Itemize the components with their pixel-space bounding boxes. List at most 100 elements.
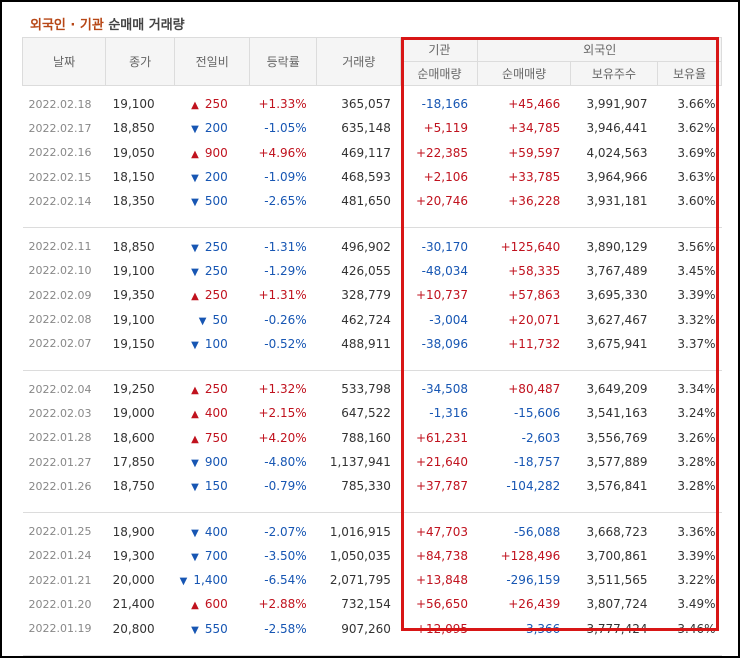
row-foreign-hold: 3,700,861 [586, 548, 648, 563]
row-volume: 785,330 [341, 479, 391, 494]
row-inst-net: +13,848 [415, 573, 468, 588]
row-foreign-net: -15,606 [513, 406, 561, 421]
change-value: 50 [212, 312, 228, 327]
row-change: ▼ 400 [175, 519, 250, 543]
row-foreign-net: +34,785 [508, 121, 561, 136]
table-header: 날짜 종가 전일비 등락률 거래량 기관 외국인 순매매량 순매매량 보유주수 … [21, 37, 722, 86]
up-triangle-icon: ▲ [191, 600, 199, 612]
title-institution: 기관 [79, 18, 104, 33]
row-change: ▼ 100 [175, 332, 250, 356]
row-volume: 907,260 [341, 621, 391, 636]
table-row: 2022.01.28 18,600 ▲ 750 +4.20% 788,160 +61,231… [23, 426, 722, 450]
row-date: 2022.01.20 [28, 597, 92, 611]
row-close: 19,100 [112, 263, 155, 278]
group-divider [22, 355, 722, 371]
row-date: 2022.02.08 [28, 313, 92, 327]
row-change: ▲ 600 [175, 592, 250, 616]
row-foreign-hold: 3,675,941 [586, 336, 648, 351]
row-foreign-net: +80,487 [508, 382, 561, 397]
row-foreign-net: +33,785 [508, 170, 561, 185]
title-foreign: 외국인 [30, 18, 66, 33]
row-date: 2022.02.04 [28, 382, 92, 396]
row-foreign-hold: 3,541,163 [586, 406, 648, 421]
header-rate[interactable]: 등락률 [249, 37, 318, 86]
row-date: 2022.01.19 [28, 622, 92, 636]
header-foreign-hold[interactable]: 보유주수 [569, 61, 659, 86]
header-foreign-net[interactable]: 순매매량 [477, 61, 571, 86]
table-row: 2022.01.27 17,850 ▼ 900 -4.80% 1,137,941 +21,6… [23, 450, 722, 474]
down-triangle-icon: ▼ [191, 173, 199, 185]
header-close[interactable]: 종가 [105, 37, 176, 86]
row-change: ▼ 700 [175, 544, 250, 568]
row-change: ▲ 750 [175, 426, 250, 450]
row-volume: 2,071,795 [329, 573, 391, 588]
row-foreign-hold: 3,576,841 [586, 479, 648, 494]
table-row: 2022.01.26 18,750 ▼ 150 -0.79% 785,330 +37,787… [23, 474, 722, 498]
row-rate: -4.80% [264, 455, 307, 469]
up-triangle-icon: ▲ [191, 100, 199, 112]
row-rate: +2.88% [258, 597, 307, 612]
down-triangle-icon: ▼ [191, 266, 199, 278]
row-foreign-net: +58,335 [508, 263, 561, 278]
row-volume: 462,724 [341, 312, 391, 327]
row-inst-net: -18,166 [421, 97, 468, 112]
row-inst-net: +21,640 [415, 455, 468, 469]
down-triangle-icon: ▼ [191, 458, 199, 469]
table-row: 2022.02.09 19,350 ▲ 250 +1.31% 328,779 +10,737… [23, 283, 722, 307]
row-close: 18,850 [112, 239, 155, 254]
row-inst-net: -3,004 [429, 312, 468, 327]
row-rate: -0.79% [264, 479, 307, 494]
header-foreign-ratio[interactable]: 보유율 [657, 61, 722, 86]
row-close: 18,750 [112, 479, 155, 494]
row-rate: +1.33% [258, 97, 307, 112]
row-close: 18,150 [112, 170, 155, 185]
table-row: 2022.01.19 20,800 ▼ 550 -2.58% 907,260 +12,095… [23, 617, 722, 641]
row-change: ▼ 200 [175, 116, 250, 140]
header-inst-net[interactable]: 순매매량 [400, 61, 479, 86]
row-change: ▲ 400 [175, 401, 250, 425]
row-inst-net: -30,170 [421, 239, 468, 254]
row-foreign-net: -296,159 [506, 573, 561, 588]
row-date: 2022.02.03 [28, 406, 92, 420]
row-change: ▲ 250 [175, 283, 250, 307]
row-inst-net: +12,095 [415, 621, 468, 636]
down-triangle-icon: ▼ [191, 527, 199, 539]
up-triangle-icon: ▲ [191, 433, 199, 445]
row-foreign-net: +26,439 [508, 597, 561, 612]
group-divider [22, 640, 722, 656]
row-rate: -1.09% [264, 170, 307, 185]
title-separator: · [65, 18, 80, 33]
header-volume[interactable]: 거래량 [316, 37, 402, 86]
row-rate: -2.58% [264, 621, 307, 636]
row-inst-net: -34,508 [421, 382, 468, 397]
down-triangle-icon: ▼ [198, 315, 207, 327]
row-date: 2022.02.09 [28, 288, 92, 302]
row-volume: 1,050,035 [329, 548, 391, 563]
trading-table: 날짜 종가 전일비 등락률 거래량 기관 외국인 순매매량 순매매량 보유주수 … [21, 37, 722, 656]
table-row: 2022.02.16 19,050 ▲ 900 +4.96% 469,117 +22,385… [23, 141, 722, 165]
row-foreign-net: -18,757 [513, 455, 561, 469]
row-rate: -1.29% [264, 263, 307, 278]
change-value: 250 [204, 263, 228, 278]
row-foreign-hold: 3,767,489 [586, 263, 648, 278]
row-date: 2022.01.24 [28, 549, 92, 563]
row-close: 19,150 [112, 336, 155, 351]
row-close: 18,850 [112, 121, 155, 136]
row-volume: 732,154 [341, 597, 391, 612]
change-value: 400 [204, 524, 228, 539]
row-foreign-hold: 3,556,769 [586, 430, 648, 445]
row-volume: 1,016,915 [329, 524, 391, 539]
down-triangle-icon: ▼ [191, 482, 199, 494]
row-rate: -0.26% [264, 312, 307, 327]
table-row: 2022.02.07 19,150 ▼ 100 -0.52% 488,911 -38,096… [23, 332, 722, 356]
header-change[interactable]: 전일비 [174, 37, 251, 86]
change-value: 100 [204, 336, 228, 351]
row-change: ▲ 250 [175, 92, 250, 116]
header-date[interactable]: 날짜 [21, 37, 107, 86]
table-row: 2022.01.20 21,400 ▲ 600 +2.88% 732,154 +56,650… [23, 592, 722, 616]
row-foreign-hold: 3,577,889 [586, 455, 648, 469]
row-foreign-hold: 3,777,424 [586, 621, 648, 636]
row-date: 2022.02.16 [28, 146, 92, 160]
row-foreign-ratio: 3.45% [677, 263, 716, 278]
row-close: 19,100 [112, 312, 155, 327]
